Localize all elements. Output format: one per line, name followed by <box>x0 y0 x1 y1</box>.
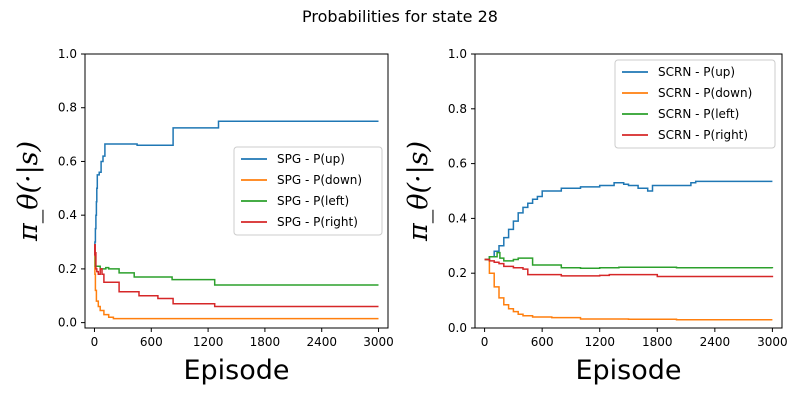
x-tick-label: 1800 <box>250 335 281 349</box>
y-axis-label: π_θ(·|s) <box>13 141 44 242</box>
right-subplot: 0 600 1200 1800 2400 3000 0.0 0.2 0.4 0.6 0.8 1.0 Ep… <box>403 47 788 386</box>
x-tick-label: 0 <box>481 335 489 349</box>
y-tick-label: 0.8 <box>448 102 467 116</box>
legend-label: SPG - P(right) <box>277 215 358 229</box>
x-tick-label: 1200 <box>584 335 615 349</box>
legend: SPG - P(up) SPG - P(down) SPG - P(left) SPG… <box>233 146 383 236</box>
y-tick-label: 0.0 <box>58 316 77 330</box>
series-line-3 <box>94 254 379 286</box>
y-tick-label: 0.6 <box>58 154 77 168</box>
x-tick-label: 600 <box>531 335 554 349</box>
legend-label: SPG - P(left) <box>277 194 349 208</box>
y-tick-label: 0.4 <box>58 208 77 222</box>
y-tick-label: 0.6 <box>448 157 467 171</box>
y-tick-label: 0.8 <box>58 101 77 115</box>
y-tick-label: 0.2 <box>58 262 77 276</box>
x-tick-label: 1800 <box>642 335 673 349</box>
legend-label: SCRN - P(down) <box>658 86 752 100</box>
legend-box <box>614 59 776 149</box>
x-tick-label: 3000 <box>757 335 788 349</box>
x-axis-label: Episode <box>575 355 681 386</box>
series-line-2 <box>94 254 379 320</box>
series-line-3 <box>484 251 774 270</box>
y-axis-label: π_θ(·|s) <box>403 141 434 242</box>
y-tick-label: 1.0 <box>58 47 77 61</box>
legend-label: SCRN - P(right) <box>658 128 748 142</box>
x-tick-label: 3000 <box>363 335 394 349</box>
legend: SCRN - P(up) SCRN - P(down) SCRN - P(left)… <box>614 59 776 149</box>
x-tick-label: 1200 <box>193 335 224 349</box>
y-tick-label: 1.0 <box>448 47 467 61</box>
legend-box <box>233 146 383 236</box>
legend-label: SPG - P(up) <box>277 152 345 166</box>
x-tick-label: 600 <box>140 335 163 349</box>
series-line-1 <box>94 120 379 257</box>
legend-label: SCRN - P(left) <box>658 107 739 121</box>
y-tick-label: 0.2 <box>448 266 467 280</box>
series-line-1 <box>484 180 773 261</box>
x-tick-label: 2400 <box>306 335 337 349</box>
legend-label: SPG - P(down) <box>277 173 362 187</box>
y-tick-label: 0.4 <box>448 211 467 225</box>
plot-frame <box>474 53 783 329</box>
series-line-4 <box>484 258 774 278</box>
y-tick-label: 0.0 <box>448 321 467 335</box>
series-line-4 <box>94 243 379 308</box>
left-subplot: 0 600 1200 1800 2400 3000 0.0 0.2 0.4 0.6 0.8 1.0 Ep… <box>13 47 394 386</box>
x-tick-label: 0 <box>91 335 99 349</box>
x-tick-label: 2400 <box>700 335 731 349</box>
series-line-2 <box>484 258 773 321</box>
x-axis-label: Episode <box>183 355 289 386</box>
plot-frame <box>84 53 389 329</box>
figure-title: Probabilities for state 28 <box>302 7 498 26</box>
legend-label: SCRN - P(up) <box>658 65 735 79</box>
